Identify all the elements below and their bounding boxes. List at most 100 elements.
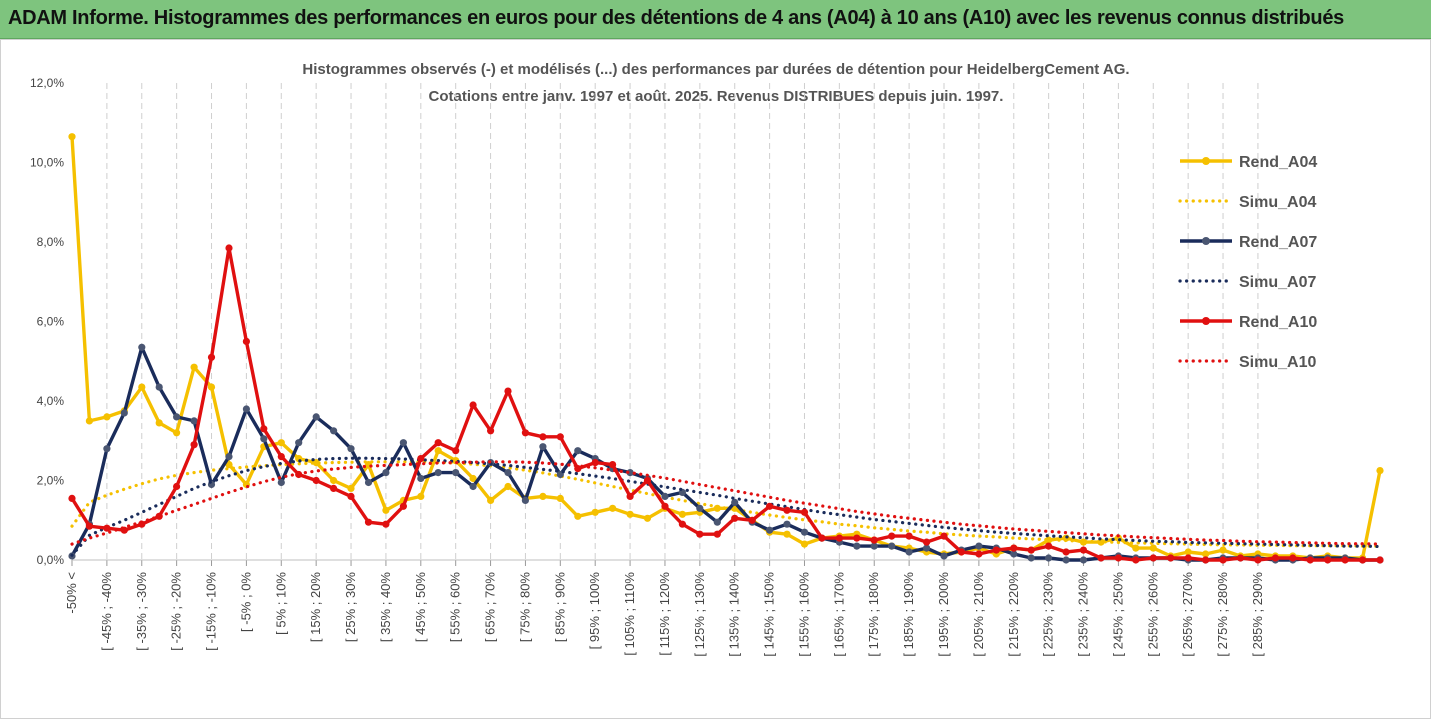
data-point: [277, 478, 285, 487]
data-point: [818, 534, 826, 542]
data-point: [312, 413, 320, 421]
data-point: [469, 401, 477, 409]
y-axis: 0,0% 2,0% 4,0% 6,0% 8,0% 10,0% 12,0%: [30, 76, 64, 567]
x-tick-label: [ 185% ; 190%: [901, 572, 916, 657]
data-point: [417, 474, 425, 483]
data-point: [277, 453, 285, 461]
data-point: [190, 441, 198, 449]
report-banner: ADAM Informe. Histogrammes des performan…: [0, 0, 1431, 39]
data-point: [225, 461, 233, 469]
data-point: [678, 510, 687, 518]
x-tick-label: [ 55% ; 60%: [448, 572, 463, 643]
data-point: [68, 494, 76, 502]
x-tick-label: [ -5% ; 0%: [238, 572, 253, 632]
data-point: [800, 528, 809, 536]
data-point: [1079, 556, 1088, 564]
data-point: [347, 492, 355, 500]
data-point: [68, 133, 76, 141]
data-point: [905, 548, 913, 556]
data-point: [957, 548, 966, 556]
data-point: [434, 447, 442, 455]
data-point: [888, 542, 896, 550]
legend-label: Simu_A07: [1239, 274, 1316, 291]
data-point: [800, 540, 809, 548]
data-point: [766, 502, 774, 510]
x-tick-label: [ 225% ; 230%: [1041, 572, 1056, 657]
data-point: [260, 435, 268, 443]
data-point: [504, 482, 512, 491]
data-point: [539, 433, 547, 441]
data-point: [905, 532, 913, 540]
data-point: [242, 337, 250, 345]
data-point: [1149, 554, 1157, 562]
y-tick-label: 4,0%: [37, 394, 65, 408]
data-point: [853, 534, 861, 542]
data-point: [1202, 550, 1210, 558]
data-point: [766, 526, 774, 534]
data-point: [103, 413, 111, 421]
chart-title-line1: Histogrammes observés (-) et modélisés (…: [302, 61, 1129, 78]
data-point: [696, 530, 704, 538]
x-tick-label: [ 5% ; 10%: [273, 572, 288, 635]
data-point: [207, 383, 216, 391]
x-tick-label: [ 25% ; 30%: [343, 572, 358, 643]
data-point: [643, 476, 652, 485]
data-point: [643, 514, 652, 522]
data-point: [626, 510, 634, 518]
data-point: [731, 498, 739, 506]
data-point: [1184, 548, 1192, 556]
data-point: [155, 419, 163, 427]
data-point: [1045, 542, 1053, 550]
x-tick-label: [ 95% ; 100%: [587, 572, 602, 650]
data-point: [1027, 554, 1035, 562]
data-point: [748, 516, 756, 524]
data-point: [574, 447, 582, 455]
data-point: [330, 476, 338, 485]
legend-label: Rend_A07: [1239, 234, 1317, 251]
x-tick-label: [ 205% ; 210%: [971, 572, 986, 657]
data-point: [626, 492, 634, 500]
x-tick-label: [ 85% ; 90%: [552, 572, 567, 643]
data-point: [539, 443, 547, 451]
data-point: [1271, 554, 1279, 562]
data-point: [504, 387, 512, 395]
data-point: [992, 546, 1000, 554]
data-point: [1010, 550, 1018, 558]
y-tick-label: 8,0%: [37, 235, 65, 249]
data-point: [347, 445, 355, 453]
data-point: [190, 417, 198, 425]
data-point: [870, 542, 878, 550]
data-point: [783, 506, 791, 514]
data-point: [539, 492, 547, 500]
data-point: [260, 425, 268, 433]
data-point: [609, 504, 617, 512]
x-tick-label: [ 195% ; 200%: [936, 572, 951, 657]
data-point: [556, 433, 564, 441]
data-point: [469, 482, 477, 491]
data-point: [1097, 554, 1105, 562]
x-tick-label: [ 165% ; 170%: [831, 572, 846, 657]
data-point: [242, 405, 250, 413]
data-point: [800, 508, 809, 516]
data-point: [1359, 556, 1367, 564]
legend-label: Rend_A10: [1239, 314, 1317, 331]
data-point: [661, 492, 669, 500]
data-point: [487, 427, 495, 435]
data-point: [1341, 556, 1349, 564]
y-tick-label: 6,0%: [37, 315, 65, 329]
data-point: [853, 542, 861, 550]
x-tick-label: [ 155% ; 160%: [796, 572, 811, 657]
data-point: [347, 484, 355, 492]
data-point: [713, 518, 721, 526]
data-point: [312, 459, 320, 467]
series-layer: [68, 133, 1384, 564]
data-point: [661, 502, 669, 510]
data-point: [190, 363, 198, 371]
data-point: [713, 530, 721, 538]
x-tick-label: [ 235% ; 240%: [1076, 572, 1091, 657]
data-point: [870, 536, 878, 544]
data-point: [1114, 554, 1122, 562]
data-point: [138, 343, 146, 351]
x-tick-label: [ 175% ; 180%: [866, 572, 881, 657]
chart-title-line2: Cotations entre janv. 1997 et août. 2025…: [429, 88, 1004, 105]
